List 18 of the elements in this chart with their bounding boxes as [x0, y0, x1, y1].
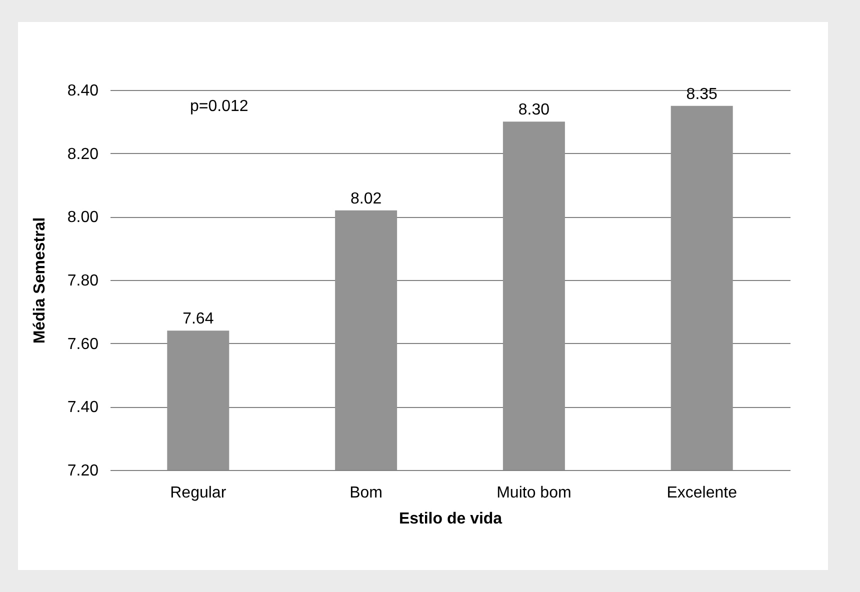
y-tick-label: 7.20 [67, 462, 99, 480]
y-tick-label: 8.00 [67, 209, 99, 226]
y-tick-label: 8.40 [67, 82, 99, 100]
y-axis-title: Média Semestral [31, 217, 48, 344]
y-tick-label: 7.60 [67, 336, 99, 353]
x-tick-label: Regular [170, 484, 227, 502]
x-axis-title: Estilo de vida [398, 510, 502, 528]
x-tick-label: Bom [350, 484, 383, 502]
x-tick-label: Muito bom [496, 484, 572, 502]
y-tick-label: 8.20 [67, 146, 99, 163]
data-label: 8.30 [518, 102, 550, 119]
data-label: 8.02 [350, 190, 382, 208]
data-label: 7.64 [182, 310, 214, 328]
x-tick-label: Excelente [666, 484, 738, 502]
y-tick-label: 7.40 [67, 399, 99, 416]
annotation: p=0.012 [190, 98, 248, 115]
y-tick-label: 7.80 [67, 272, 99, 290]
data-label: 8.35 [686, 86, 718, 103]
